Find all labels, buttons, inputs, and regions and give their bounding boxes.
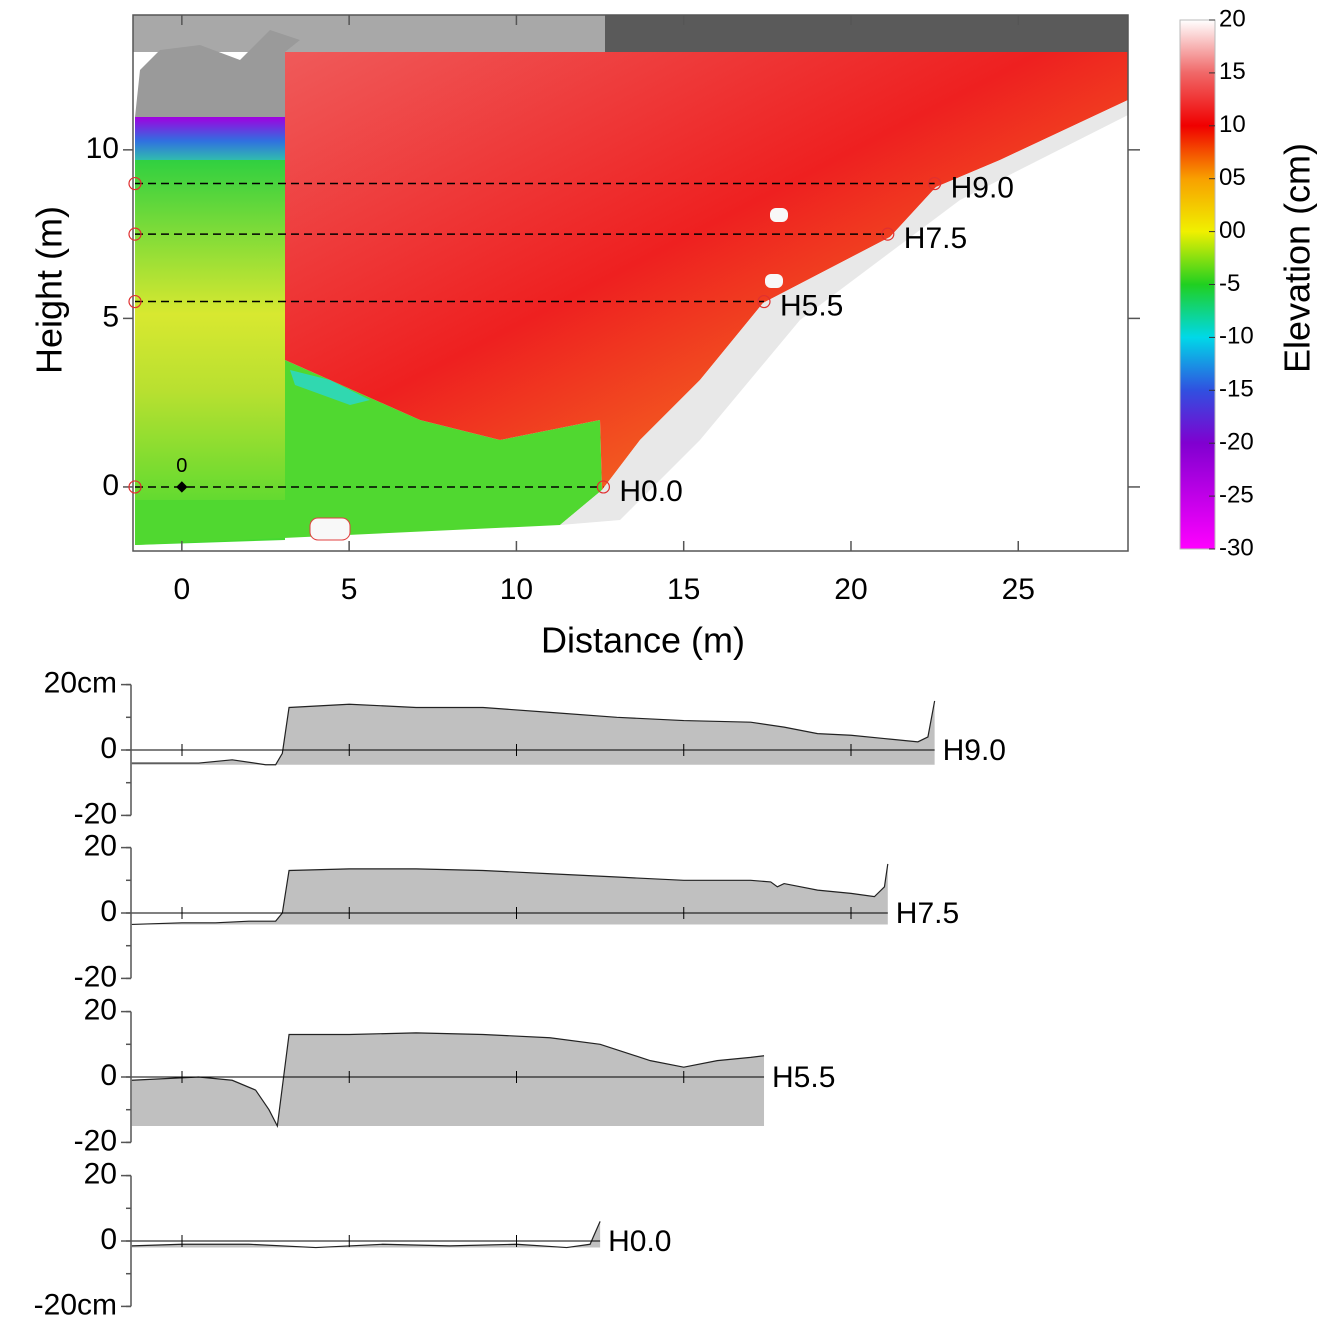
y-tick-label: 20cm: [44, 667, 117, 700]
transect-end: [596, 480, 611, 494]
y-tick-label: 5: [102, 300, 119, 333]
profile-label: H9.0: [943, 734, 1006, 767]
transect-label: H5.5: [780, 289, 843, 322]
colorbar-tick-label: -5: [1219, 270, 1240, 297]
colorbar-tick-label: -20: [1219, 429, 1254, 456]
profile-area: [131, 1221, 601, 1248]
origin-label: 0: [176, 455, 187, 477]
profile-line: [131, 1221, 601, 1249]
profile-label: H7.5: [896, 897, 959, 930]
colorbar-tick-label: -10: [1219, 323, 1254, 350]
transect-end: [757, 294, 771, 309]
transect-label: H7.5: [904, 222, 967, 255]
profile-line: [131, 700, 936, 766]
profile-area: [131, 863, 888, 925]
colorbar-tick-label: -15: [1219, 376, 1254, 403]
y-tick-label: 20: [84, 994, 117, 1027]
transect-start: [128, 176, 142, 191]
transect-label: H9.0: [951, 171, 1014, 204]
y-tick-label: 20: [84, 1158, 117, 1191]
y-axis-label: Height (m): [29, 206, 70, 374]
y-tick-label: 0: [100, 732, 117, 765]
x-tick-label: 25: [1002, 573, 1035, 606]
transect-start: [128, 227, 142, 241]
map-image: [133, 15, 1128, 545]
transect-end: [928, 176, 942, 191]
profile-line: [131, 1032, 765, 1129]
x-tick-label: 0: [174, 573, 191, 606]
y-tick-label: -20: [74, 960, 117, 993]
colorbar-label: Elevation (cm): [1277, 143, 1318, 373]
colorbar-tick-label: -30: [1219, 534, 1254, 561]
y-tick-label: -20: [74, 797, 117, 830]
colorbar-tick-label: 15: [1219, 58, 1246, 85]
y-tick-label: 10: [86, 132, 119, 165]
plot-frame: [132, 14, 1129, 552]
y-tick-label: 0: [102, 469, 119, 502]
x-tick-label: 15: [667, 573, 700, 606]
origin-marker: [176, 481, 188, 493]
colorbar-tick-label: -25: [1219, 481, 1254, 508]
y-tick-label: -20: [74, 1124, 117, 1157]
profile-area: [131, 1032, 765, 1127]
x-tick-label: 20: [834, 573, 867, 606]
colorbar-tick-label: 10: [1219, 111, 1246, 138]
transect-start: [128, 294, 142, 309]
transect-label: H0.0: [619, 475, 682, 508]
transect-end: [881, 227, 895, 241]
x-tick-label: 5: [341, 573, 358, 606]
y-tick-label: 0: [100, 1059, 117, 1092]
profile-area: [131, 700, 935, 765]
y-tick-label: 20: [84, 830, 117, 863]
colorbar-tick-label: 00: [1219, 217, 1246, 244]
y-tick-label: 0: [100, 895, 117, 928]
y-tick-label: -20cm: [34, 1288, 117, 1321]
colorbar-tick-label: 20: [1219, 5, 1246, 32]
profile-label: H5.5: [772, 1061, 835, 1094]
transect-start: [128, 480, 142, 494]
y-tick-label: 0: [100, 1223, 117, 1256]
x-tick-label: 10: [500, 573, 533, 606]
colorbar-tick-label: 05: [1219, 164, 1246, 191]
x-axis-label: Distance (m): [541, 620, 745, 661]
profile-line: [131, 863, 889, 926]
profile-label: H0.0: [608, 1225, 671, 1258]
